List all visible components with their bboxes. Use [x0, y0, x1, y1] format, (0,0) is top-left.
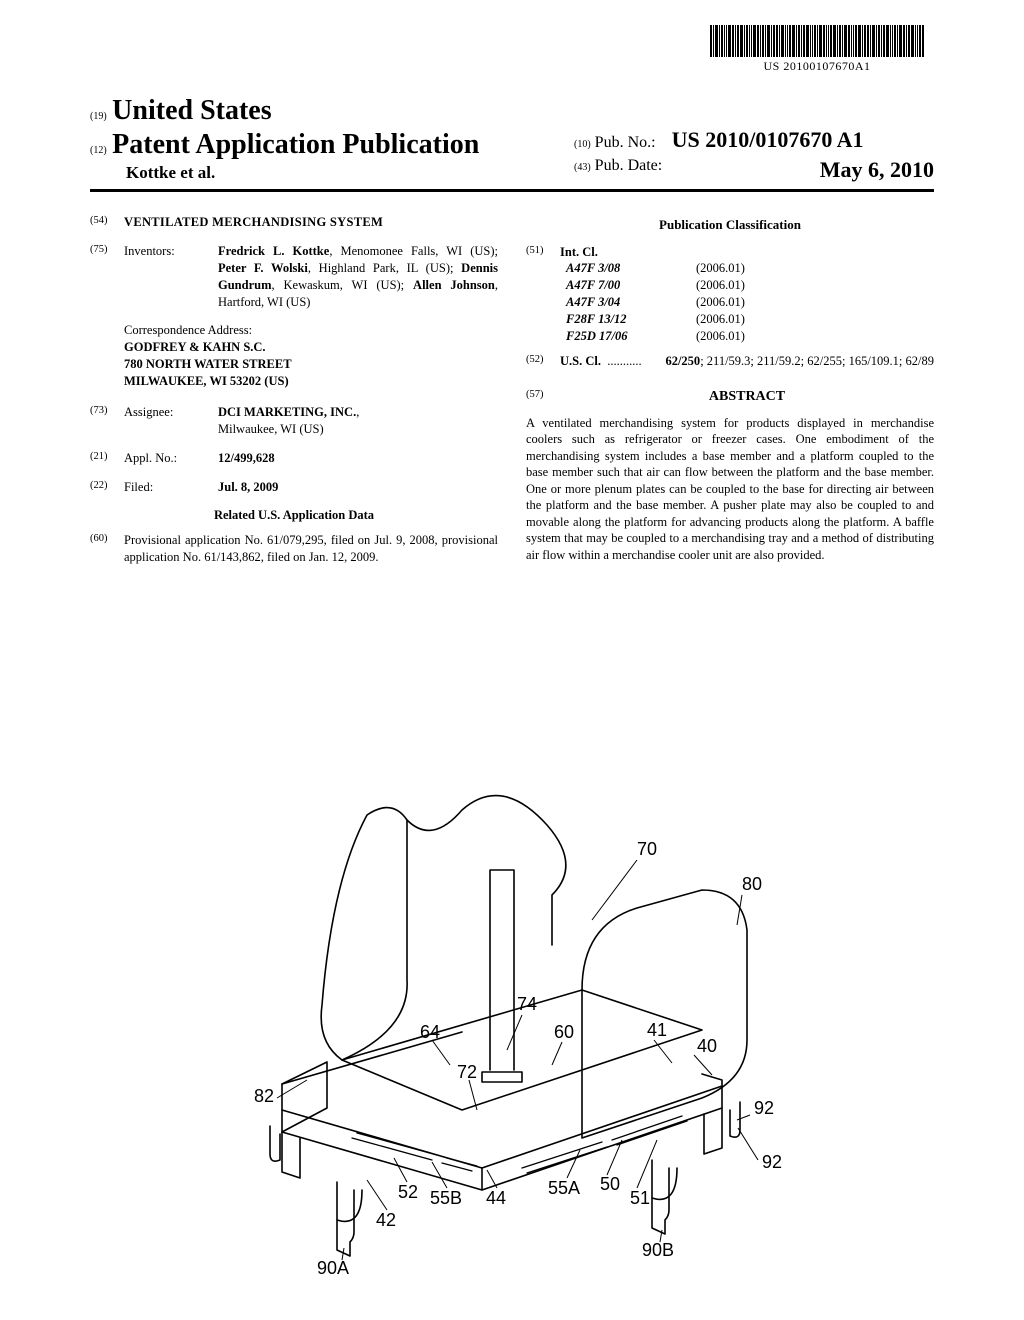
svg-text:42: 42: [376, 1210, 396, 1230]
svg-text:55A: 55A: [548, 1178, 580, 1198]
svg-text:74: 74: [517, 994, 537, 1014]
corr-label: Correspondence Address:: [124, 322, 498, 339]
pubdate-num: (43): [574, 162, 591, 173]
intcl-label: Int. Cl.: [560, 244, 934, 261]
corr-line3: MILWAUKEE, WI 53202 (US): [124, 373, 498, 390]
assignee-num: (73): [90, 404, 124, 438]
correspondence-address: Correspondence Address: GODFREY & KAHN S…: [124, 322, 498, 390]
barcode-region: US 20100107670A1: [710, 25, 924, 74]
title-field-num: (54): [90, 214, 124, 231]
corr-line1: GODFREY & KAHN S.C.: [124, 339, 498, 356]
related-app-title: Related U.S. Application Data: [90, 507, 498, 524]
uscl-main: 62/250: [665, 354, 700, 368]
svg-text:51: 51: [630, 1188, 650, 1208]
svg-text:90A: 90A: [317, 1258, 349, 1278]
filed-date: Jul. 8, 2009: [218, 479, 498, 496]
uscl-label: U.S. Cl.: [560, 354, 601, 368]
doctype: Patent Application Publication: [112, 129, 479, 160]
barcode-text: US 20100107670A1: [710, 59, 924, 74]
header-authors: Kottke et al.: [90, 163, 479, 183]
svg-text:40: 40: [697, 1036, 717, 1056]
applno: 12/499,628: [218, 450, 498, 467]
abstract-title: ABSTRACT: [560, 388, 934, 407]
country: United States: [112, 95, 271, 126]
barcode-graphic: [710, 25, 924, 57]
prov-num: (60): [90, 532, 124, 566]
pubdate-label: Pub. Date:: [595, 157, 663, 174]
corr-line2: 780 NORTH WATER STREET: [124, 356, 498, 373]
svg-text:41: 41: [647, 1020, 667, 1040]
pubno-num: (10): [574, 139, 591, 150]
pubdate: May 6, 2010: [820, 157, 934, 183]
svg-text:72: 72: [457, 1062, 477, 1082]
svg-text:52: 52: [398, 1182, 418, 1202]
pubno-label: Pub. No.:: [595, 134, 656, 151]
svg-text:80: 80: [742, 874, 762, 894]
svg-text:82: 82: [254, 1086, 274, 1106]
intcl-row: F28F 13/12(2006.01): [566, 311, 934, 328]
intcl-table: A47F 3/08(2006.01)A47F 7/00(2006.01)A47F…: [566, 260, 934, 344]
svg-text:92: 92: [762, 1152, 782, 1172]
inventors-list: Fredrick L. Kottke, Menomonee Falls, WI …: [218, 243, 498, 311]
inventors-label: Inventors:: [124, 243, 218, 311]
patent-figure: 70 80 74 64 60 41 40 72 82 92 52 55B 44 …: [182, 780, 842, 1290]
assignee-label: Assignee:: [124, 404, 218, 438]
applno-num: (21): [90, 450, 124, 467]
left-column: (54) VENTILATED MERCHANDISING SYSTEM (75…: [90, 214, 498, 578]
inventors-num: (75): [90, 243, 124, 311]
doctype-num: (12): [90, 145, 107, 156]
right-column: Publication Classification (51) Int. Cl.…: [526, 214, 934, 578]
assignee-name: DCI MARKETING, INC.: [218, 405, 356, 419]
svg-text:55B: 55B: [430, 1188, 462, 1208]
intcl-num: (51): [526, 244, 560, 345]
body-columns: (54) VENTILATED MERCHANDISING SYSTEM (75…: [90, 214, 934, 578]
intcl-row: F25D 17/06(2006.01): [566, 328, 934, 345]
intcl-row: A47F 3/08(2006.01): [566, 260, 934, 277]
country-num: (19): [90, 111, 107, 122]
abstract-num: (57): [526, 388, 560, 415]
document-header: (19) United States (12) Patent Applicati…: [90, 95, 934, 192]
filed-label: Filed:: [124, 479, 218, 496]
uscl-dots: ...........: [607, 354, 641, 368]
intcl-row: A47F 3/04(2006.01): [566, 294, 934, 311]
intcl-row: A47F 7/00(2006.01): [566, 277, 934, 294]
abstract-text: A ventilated merchandising system for pr…: [526, 415, 934, 564]
svg-text:60: 60: [554, 1022, 574, 1042]
svg-text:50: 50: [600, 1174, 620, 1194]
filed-num: (22): [90, 479, 124, 496]
applno-label: Appl. No.:: [124, 450, 218, 467]
svg-text:92: 92: [754, 1098, 774, 1118]
assignee-loc: Milwaukee, WI (US): [218, 422, 324, 436]
svg-text:90B: 90B: [642, 1240, 674, 1260]
uscl-rest: ; 211/59.3; 211/59.2; 62/255; 165/109.1;…: [700, 354, 934, 368]
invention-title: VENTILATED MERCHANDISING SYSTEM: [124, 214, 498, 231]
svg-text:44: 44: [486, 1188, 506, 1208]
uscl-num: (52): [526, 353, 560, 370]
svg-text:64: 64: [420, 1022, 440, 1042]
pubclass-title: Publication Classification: [526, 216, 934, 234]
svg-text:70: 70: [637, 839, 657, 859]
pubno: US 2010/0107670 A1: [672, 127, 864, 152]
prov-text: Provisional application No. 61/079,295, …: [124, 532, 498, 566]
uscl-row: (52) U.S. Cl. ........... 62/250; 211/59…: [526, 353, 934, 370]
